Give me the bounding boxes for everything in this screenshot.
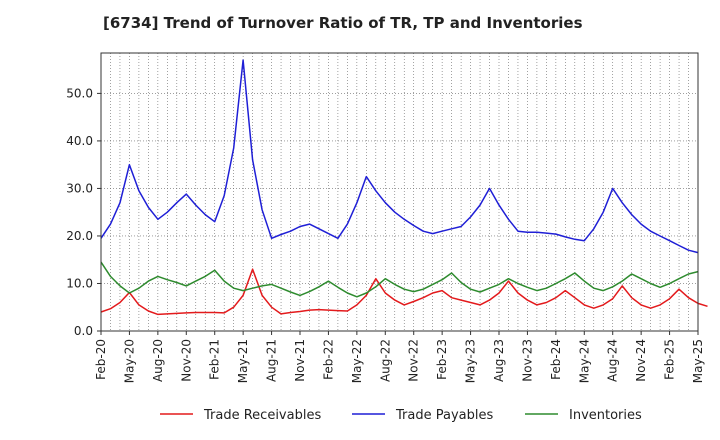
- x-tick-label: Nov-23: [520, 339, 534, 382]
- y-tick-label: 40.0: [66, 134, 93, 148]
- series-lines: [100, 59, 708, 316]
- plot-background: [101, 53, 698, 331]
- x-tick-label: May-21: [236, 339, 250, 383]
- x-tick-label: Aug-20: [151, 339, 165, 382]
- x-tick-label: May-25: [691, 339, 705, 383]
- series-line-trade-payables: [100, 59, 699, 254]
- y-tick-label: 30.0: [66, 181, 93, 195]
- x-tick-label: May-20: [122, 339, 136, 383]
- y-tick-label: 0.0: [74, 324, 93, 338]
- x-tick-label: Aug-24: [606, 339, 620, 382]
- x-tick-label: Aug-21: [265, 339, 279, 382]
- grid-lines: [101, 53, 698, 331]
- legend-label-inventories: Inventories: [569, 408, 642, 423]
- x-tick-label: Feb-21: [208, 339, 222, 380]
- x-tick-label: Feb-23: [435, 339, 449, 380]
- x-tick-label: Nov-21: [293, 339, 307, 382]
- legend: Trade Receivables Trade Payables Inventori…: [160, 408, 642, 423]
- y-axis-ticks: 0.0 10.0 20.0 30.0 40.0 50.0: [66, 86, 101, 338]
- series-line-trade-receivables: [100, 268, 708, 316]
- x-axis-ticks: Feb-20 May-20 Aug-20 Nov-20 Feb-21 May-21 Aug-…: [94, 331, 705, 383]
- x-tick-label: Nov-22: [407, 339, 421, 382]
- x-tick-label: Nov-24: [634, 339, 648, 382]
- plot-frame: [100, 52, 699, 332]
- x-tick-label: Feb-22: [321, 339, 335, 380]
- legend-label-trade-payables: Trade Payables: [395, 408, 493, 423]
- x-tick-label: Nov-20: [179, 339, 193, 382]
- x-tick-label: Feb-25: [663, 339, 677, 380]
- x-tick-label: May-23: [464, 339, 478, 383]
- y-tick-label: 50.0: [66, 86, 93, 100]
- y-tick-label: 20.0: [66, 229, 93, 243]
- x-tick-label: May-22: [350, 339, 364, 383]
- y-tick-label: 10.0: [66, 276, 93, 290]
- series-line-inventories: [100, 261, 699, 298]
- x-tick-label: Aug-22: [378, 339, 392, 382]
- x-tick-label: Feb-20: [94, 339, 108, 380]
- x-tick-label: May-24: [577, 339, 591, 383]
- chart-title: [6734] Trend of Turnover Ratio of TR, TP…: [103, 14, 583, 32]
- x-tick-label: Aug-23: [492, 339, 506, 382]
- x-tick-label: Feb-24: [549, 339, 563, 380]
- legend-label-trade-receivables: Trade Receivables: [203, 408, 321, 423]
